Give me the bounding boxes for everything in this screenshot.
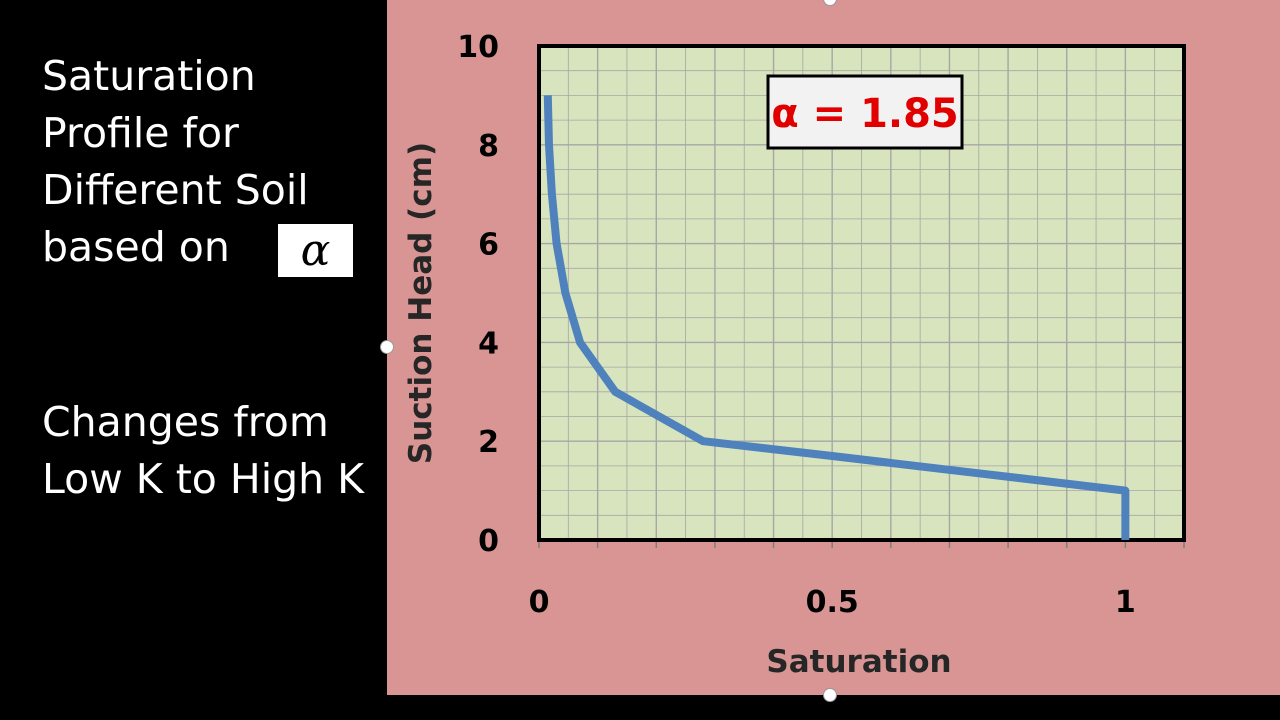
y-tick-label: 6 bbox=[478, 228, 499, 263]
y-tick-label: 4 bbox=[478, 326, 499, 361]
alpha-symbol-box: α bbox=[278, 224, 353, 277]
title-line-3: Different Soil bbox=[42, 166, 309, 214]
y-tick-label: 2 bbox=[478, 425, 499, 460]
title-line-2: Profile for bbox=[42, 109, 239, 157]
subtitle-line-1: Changes from bbox=[42, 398, 329, 446]
annotation-box: α = 1.85 bbox=[766, 74, 964, 150]
subtitle-line-2: Low K to High K bbox=[42, 455, 365, 503]
plot-border bbox=[537, 44, 1186, 542]
y-tick-label: 8 bbox=[478, 129, 499, 164]
x-tick-labels: 0 0.5 1 bbox=[529, 585, 1136, 620]
slide-title: Saturation Profile for Different Soil ba… bbox=[42, 48, 382, 276]
y-axis-title: Suction Head (cm) bbox=[403, 142, 439, 464]
annotation-box-frame bbox=[766, 74, 964, 150]
slide-subtitle: Changes from Low K to High K bbox=[42, 394, 387, 508]
resize-handle-left[interactable] bbox=[380, 340, 394, 354]
resize-handle-bottom[interactable] bbox=[823, 688, 837, 702]
title-line-4: based on bbox=[42, 223, 230, 271]
x-tick-label: 0 bbox=[529, 585, 550, 620]
x-tick-label: 1 bbox=[1115, 585, 1136, 620]
y-tick-label: 10 bbox=[457, 30, 499, 65]
x-tick-label: 0.5 bbox=[806, 585, 859, 620]
series-line bbox=[543, 95, 1130, 540]
y-tick-labels: 0 2 4 6 8 10 bbox=[457, 30, 499, 559]
title-line-1: Saturation bbox=[42, 52, 256, 100]
y-tick-label: 0 bbox=[478, 524, 499, 559]
x-axis-title: Saturation bbox=[766, 644, 951, 680]
chart-container[interactable]: 0 2 4 6 8 10 0 0.5 1 Suction Head (cm) Saturati… bbox=[380, 0, 1280, 702]
annotation-label: α = 1.85 bbox=[771, 91, 959, 137]
